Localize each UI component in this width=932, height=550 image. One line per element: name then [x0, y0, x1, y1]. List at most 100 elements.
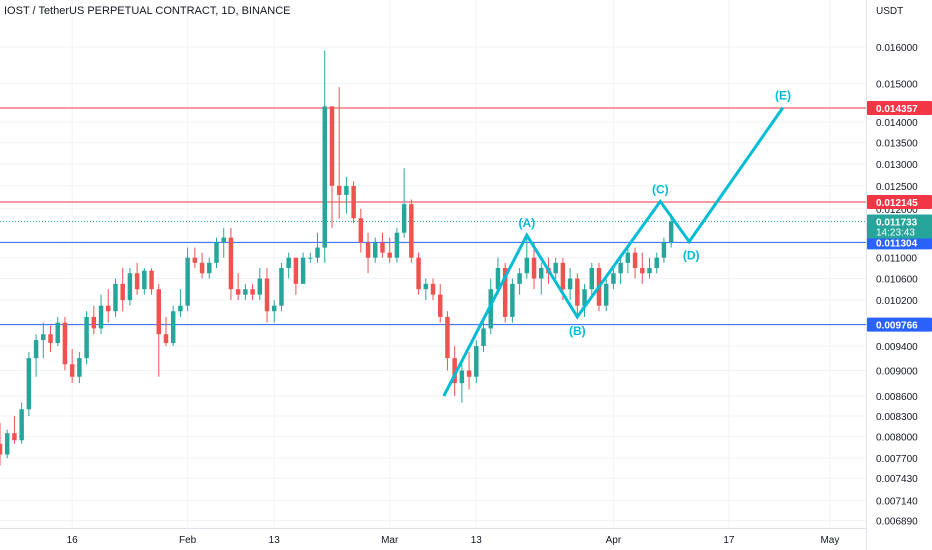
candle-down: [228, 227, 234, 301]
candle-body: [69, 364, 75, 377]
y-tick-label: 0.010600: [876, 275, 918, 286]
candle-body: [62, 322, 68, 365]
candle-body: [243, 289, 248, 295]
candle-body: [293, 257, 299, 284]
candle-body: [409, 204, 414, 258]
candle-up: [308, 252, 313, 263]
candle-up: [517, 268, 522, 295]
candle-body: [156, 289, 162, 335]
wave-label: (E): [775, 89, 791, 103]
candle-down: [293, 257, 299, 295]
candle-up: [582, 283, 587, 317]
candle-up: [661, 237, 667, 263]
candle-body: [308, 257, 313, 259]
candle-body: [315, 247, 320, 258]
wave-label: (A): [518, 216, 535, 230]
candle-up: [221, 227, 226, 258]
y-tick-label: 0.016000: [876, 43, 918, 54]
candle-body: [589, 268, 595, 290]
candle-up: [618, 257, 623, 284]
candle-body: [437, 294, 443, 317]
candle-body: [582, 289, 587, 306]
y-tick-label: 0.013000: [876, 160, 918, 171]
candle-up: [170, 305, 176, 347]
candle-up: [654, 252, 659, 274]
y-tick-label: 0.008600: [876, 392, 918, 403]
candle-up: [315, 232, 320, 263]
y-tick-label: 0.007140: [876, 497, 918, 508]
candle-down: [437, 283, 443, 323]
candle-up: [142, 268, 147, 295]
candle-body: [611, 273, 616, 284]
candle-body: [517, 273, 522, 284]
candle-body: [344, 185, 349, 195]
candle-up: [185, 247, 190, 312]
current-price-tag: [867, 214, 932, 239]
candle-down: [575, 273, 580, 317]
candle-down: [163, 316, 169, 347]
y-tick-label: 0.012000: [876, 205, 918, 216]
x-tick-label: Mar: [381, 535, 399, 546]
candle-down: [264, 268, 270, 323]
candle-up: [4, 429, 10, 459]
candle-up: [394, 227, 400, 263]
candle-down: [531, 242, 537, 290]
candle-down: [632, 247, 638, 279]
candle-down: [365, 232, 371, 274]
candle-down: [416, 252, 421, 295]
candle-body: [474, 346, 479, 377]
candle-down: [640, 252, 645, 284]
y-tick-label: 0.014000: [876, 118, 918, 129]
candle-up: [481, 322, 486, 353]
y-tick-label: 0.008300: [876, 412, 918, 423]
candle-up: [98, 294, 104, 335]
level-tag: [867, 195, 932, 210]
candle-up: [26, 352, 32, 416]
candle-body: [654, 257, 659, 269]
candle-body: [170, 311, 176, 344]
candle-body: [553, 262, 558, 274]
candle-down: [48, 325, 53, 353]
candle-up: [127, 268, 133, 306]
candle-body: [207, 262, 212, 274]
candle-body: [401, 204, 407, 233]
candle-body: [416, 257, 421, 290]
wave-label: (D): [683, 249, 700, 263]
candle-body: [365, 242, 371, 258]
candle-body: [380, 242, 385, 253]
y-tick-label: 0.013500: [876, 139, 918, 150]
y-tick-label: 0.006890: [876, 517, 918, 528]
candle-body: [0, 443, 3, 455]
candle-down: [336, 87, 342, 219]
candle-down: [12, 415, 17, 444]
candle-down: [452, 346, 457, 397]
candle-body: [192, 257, 198, 263]
candle-up: [603, 278, 609, 312]
candle-body: [351, 185, 356, 219]
y-tick-label: 0.015000: [876, 79, 918, 90]
y-tick-label: 0.009000: [876, 366, 918, 377]
y-tick-label: 0.007700: [876, 454, 918, 465]
current-price-label: 0.011733: [876, 217, 918, 228]
level-tag-label: 0.012145: [876, 198, 918, 209]
level-tag: [867, 317, 932, 332]
candle-body: [134, 273, 140, 290]
candle-up: [257, 268, 263, 301]
candle-up: [279, 262, 284, 312]
chart-title: IOST / TetherUS PERPETUAL CONTRACT, 1D, …: [4, 5, 290, 17]
candle-body: [423, 283, 429, 290]
candle-body: [271, 305, 277, 312]
candle-up: [611, 268, 616, 290]
candle-up: [647, 257, 652, 279]
candle-body: [560, 262, 566, 290]
candle-body: [466, 370, 472, 377]
candle-up: [322, 50, 327, 263]
candle-body: [481, 328, 486, 347]
candle-down: [351, 181, 356, 224]
candle-down: [0, 422, 3, 466]
candle-up: [243, 283, 248, 301]
candle-body: [618, 262, 623, 274]
candle-body: [336, 185, 342, 195]
level-tag: [867, 101, 932, 116]
